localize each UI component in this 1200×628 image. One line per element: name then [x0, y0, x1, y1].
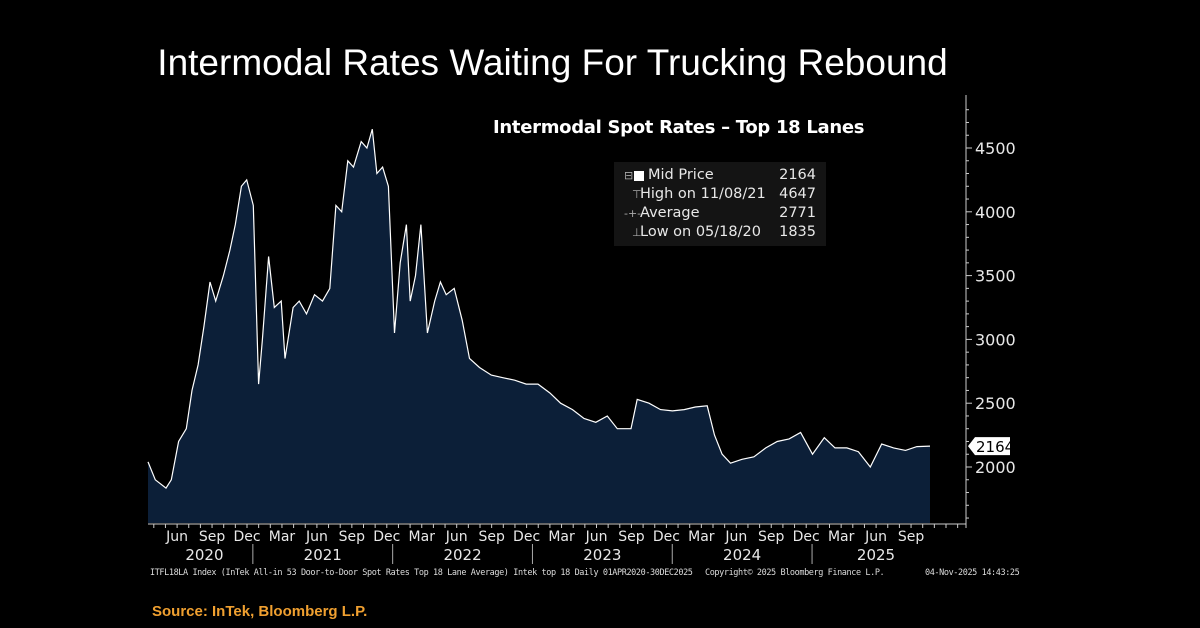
- legend-value: 4647: [779, 186, 816, 202]
- average-marker-icon: -+-: [624, 207, 642, 220]
- x-tick-label: Sep: [758, 529, 785, 545]
- collapse-icon: ⊟: [624, 169, 634, 182]
- high-marker-icon: ⊤: [632, 188, 642, 201]
- legend-row-high: ⊤ High on 11/08/21 4647: [630, 186, 820, 205]
- legend-label: Mid Price: [648, 167, 714, 183]
- x-tick-label: Mar: [688, 529, 715, 545]
- x-tick-label: Sep: [898, 529, 925, 545]
- legend-label: Average: [640, 205, 700, 221]
- y-tick-label: 4000: [975, 203, 1016, 222]
- legend-value: 2771: [779, 205, 816, 221]
- legend-row-average: -+- Average 2771: [624, 205, 820, 224]
- x-tick-label: Sep: [339, 529, 366, 545]
- last-value-label: 2164: [976, 438, 1014, 456]
- x-tick-label: Dec: [793, 529, 820, 545]
- x-year-label: 2022: [443, 546, 481, 564]
- x-tick-label: Jun: [445, 529, 468, 545]
- x-tick-label: Dec: [513, 529, 540, 545]
- x-tick-label: Mar: [409, 529, 436, 545]
- low-marker-icon: ⊥: [632, 226, 642, 239]
- legend-value: 1835: [779, 224, 816, 240]
- legend: ⊟ Mid Price 2164 ⊤ High on 11/08/21 4647…: [614, 162, 826, 246]
- page-title: Intermodal Rates Waiting For Trucking Re…: [157, 42, 948, 83]
- y-tick-label: 3000: [975, 330, 1016, 349]
- x-tick-label: Jun: [585, 529, 608, 545]
- chart-subtitle: Intermodal Spot Rates – Top 18 Lanes: [493, 117, 865, 138]
- x-tick-label: Jun: [165, 529, 188, 545]
- x-tick-label: Jun: [864, 529, 887, 545]
- footer-note: ITFL18LA Index (InTek All-in 53 Door-to-…: [150, 568, 693, 578]
- copyright: Copyright© 2025 Bloomberg Finance L.P.: [705, 568, 885, 578]
- series-line: [147, 129, 931, 489]
- x-year-label: 2020: [185, 546, 223, 564]
- legend-value: 2164: [779, 167, 816, 183]
- x-tick-label: Sep: [618, 529, 645, 545]
- x-tick-label: Dec: [653, 529, 680, 545]
- y-tick-label: 3500: [975, 267, 1016, 286]
- y-tick-label: 2500: [975, 394, 1016, 413]
- x-tick-label: Dec: [373, 529, 400, 545]
- x-year-label: 2025: [857, 546, 895, 564]
- last-value-tag: [968, 437, 1010, 456]
- x-tick-label: Dec: [233, 529, 260, 545]
- x-year-label: 2024: [723, 546, 761, 564]
- legend-row-low: ⊥ Low on 05/18/20 1835: [630, 224, 820, 243]
- x-year-label: 2021: [304, 546, 342, 564]
- y-tick-label: 2000: [975, 458, 1016, 477]
- timestamp: 04-Nov-2025 14:43:25: [925, 568, 1020, 578]
- legend-label: Low on 05/18/20: [640, 224, 761, 240]
- x-tick-label: Sep: [478, 529, 505, 545]
- y-tick-label: 4500: [975, 139, 1016, 158]
- x-tick-label: Mar: [828, 529, 855, 545]
- legend-label: High on 11/08/21: [640, 186, 766, 202]
- x-year-label: 2023: [583, 546, 621, 564]
- x-tick-label: Sep: [199, 529, 226, 545]
- legend-row-mid-price: ⊟ Mid Price 2164: [624, 167, 820, 186]
- x-tick-label: Jun: [305, 529, 328, 545]
- area-fill: [148, 129, 930, 523]
- x-tick-label: Jun: [724, 529, 747, 545]
- source-note: Source: InTek, Bloomberg L.P.: [152, 603, 368, 620]
- square-icon: [634, 171, 644, 181]
- x-tick-label: Mar: [269, 529, 296, 545]
- x-tick-label: Mar: [548, 529, 575, 545]
